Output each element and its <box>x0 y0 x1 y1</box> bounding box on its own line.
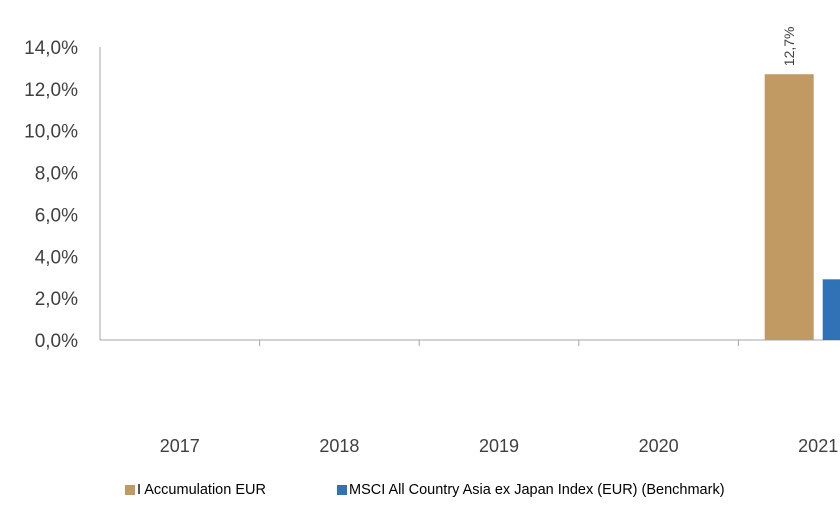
legend-swatch-fund <box>125 485 135 495</box>
x-tick-label: 2020 <box>639 436 679 456</box>
legend-item-benchmark: MSCI All Country Asia ex Japan Index (EU… <box>337 482 725 498</box>
data-label: 12,7% <box>781 27 797 67</box>
x-axis: 2017 2018 2019 2020 2021 <box>100 339 840 456</box>
y-tick-label: 14,0% <box>24 38 78 59</box>
y-tick-label: 0,0% <box>35 331 78 352</box>
y-tick-label: 4,0% <box>35 247 78 268</box>
legend-swatch-benchmark <box>337 485 347 495</box>
legend-item-fund: I Accumulation EUR <box>125 482 266 498</box>
bar-2021-series-0 <box>764 74 814 340</box>
y-axis: 0,0% 2,0% 4,0% 6,0% 8,0% 10,0% 12,0% 14,0% <box>24 38 101 352</box>
y-tick-label: 10,0% <box>24 122 78 143</box>
x-tick-label: 2021 <box>798 436 838 456</box>
bar-series-group <box>764 74 840 340</box>
x-tick-label: 2017 <box>160 436 200 456</box>
y-tick-label: 6,0% <box>35 205 78 226</box>
x-tick-label: 2019 <box>479 436 519 456</box>
legend-label-benchmark: MSCI All Country Asia ex Japan Index (EU… <box>349 482 725 498</box>
y-tick-label: 12,0% <box>24 80 78 101</box>
legend-label-fund: I Accumulation EUR <box>137 482 266 498</box>
bar-2021-series-1 <box>822 279 840 340</box>
x-tick-label: 2018 <box>319 436 359 456</box>
data-labels-group: 12,7% <box>781 27 797 67</box>
legend: I Accumulation EUR MSCI All Country Asia… <box>0 482 840 502</box>
y-tick-label: 2,0% <box>35 289 78 310</box>
y-tick-label: 8,0% <box>35 164 78 185</box>
